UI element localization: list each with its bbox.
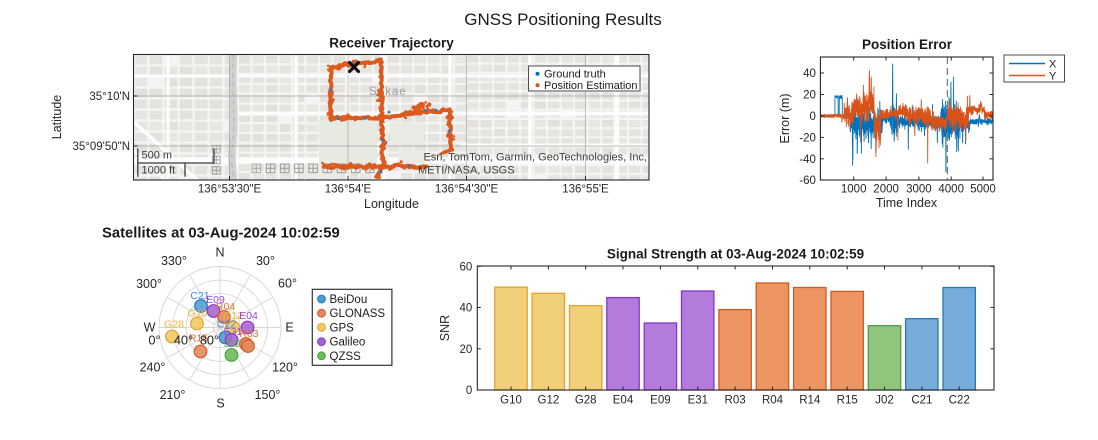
- svg-text:C22: C22: [217, 319, 236, 331]
- svg-text:R14: R14: [799, 395, 821, 407]
- svg-text:G12: G12: [223, 310, 243, 322]
- svg-text:500 m: 500 m: [142, 150, 173, 162]
- svg-text:Latitude: Latitude: [50, 95, 64, 140]
- svg-text:136°54'30"E: 136°54'30"E: [435, 184, 499, 196]
- svg-text:1000: 1000: [841, 184, 867, 196]
- svg-text:300°: 300°: [136, 277, 162, 291]
- svg-text:C21: C21: [190, 290, 209, 302]
- svg-text:C21: C21: [911, 395, 932, 407]
- svg-text:40: 40: [460, 303, 473, 315]
- svg-text:Receiver Trajectory: Receiver Trajectory: [329, 36, 454, 51]
- svg-text:E04: E04: [613, 395, 634, 407]
- svg-text:1000 ft: 1000 ft: [142, 165, 176, 177]
- svg-text:E09: E09: [206, 294, 225, 306]
- svg-text:G10: G10: [500, 395, 522, 407]
- svg-text:5000: 5000: [970, 184, 996, 196]
- svg-text:E31: E31: [688, 395, 708, 407]
- svg-text:G28: G28: [164, 319, 184, 331]
- svg-text:R04: R04: [216, 301, 235, 313]
- svg-text:Galileo: Galileo: [330, 337, 366, 349]
- svg-text:20: 20: [460, 344, 473, 356]
- svg-text:J02: J02: [875, 395, 894, 407]
- svg-text:Signal Strength at 03-Aug-2024: Signal Strength at 03-Aug-2024 10:02:59: [607, 247, 864, 262]
- svg-text:BeiDou: BeiDou: [330, 294, 368, 306]
- svg-text:-40: -40: [799, 154, 816, 166]
- svg-text:S: S: [216, 397, 224, 411]
- svg-text:Ground truth: Ground truth: [544, 69, 606, 81]
- svg-text:Y: Y: [1049, 71, 1057, 83]
- svg-text:0°: 0°: [148, 333, 160, 348]
- svg-text:X: X: [1049, 59, 1057, 71]
- svg-text:C22: C22: [949, 395, 970, 407]
- svg-text:Position Error: Position Error: [862, 37, 953, 52]
- svg-text:R03: R03: [239, 328, 258, 340]
- svg-text:0: 0: [809, 111, 815, 123]
- svg-text:Satellites at 03-Aug-2024 10:0: Satellites at 03-Aug-2024 10:02:59: [102, 226, 340, 242]
- svg-text:Time Index: Time Index: [876, 196, 938, 210]
- svg-text:60°: 60°: [278, 277, 297, 291]
- svg-text:E04: E04: [239, 310, 258, 322]
- svg-text:R15: R15: [189, 333, 208, 345]
- svg-text:3000: 3000: [906, 184, 932, 196]
- svg-text:40°: 40°: [174, 333, 193, 348]
- svg-text:G10: G10: [188, 308, 208, 320]
- svg-text:35°10'N: 35°10'N: [89, 91, 130, 103]
- svg-text:20: 20: [803, 90, 816, 102]
- svg-text:GLONASS: GLONASS: [330, 308, 386, 320]
- svg-text:N: N: [215, 246, 224, 260]
- svg-text:150°: 150°: [255, 388, 281, 402]
- svg-text:210°: 210°: [160, 388, 186, 402]
- svg-text:E31: E31: [224, 326, 243, 338]
- svg-text:GPS: GPS: [330, 322, 355, 334]
- svg-text:Error (m): Error (m): [778, 94, 792, 144]
- svg-text:4000: 4000: [938, 184, 964, 196]
- svg-text:G28: G28: [575, 395, 597, 407]
- svg-text:-20: -20: [799, 132, 816, 144]
- svg-text:SNR: SNR: [438, 315, 452, 341]
- svg-text:60: 60: [460, 261, 473, 273]
- svg-text:30°: 30°: [256, 254, 275, 268]
- svg-text:J02: J02: [224, 338, 241, 350]
- svg-text:Longitude: Longitude: [364, 197, 419, 211]
- svg-text:-60: -60: [799, 175, 816, 187]
- svg-text:METI/NASA, USGS: METI/NASA, USGS: [418, 165, 515, 177]
- svg-text:W: W: [144, 321, 156, 335]
- svg-text:R03: R03: [725, 395, 746, 407]
- svg-text:R15: R15: [837, 395, 858, 407]
- svg-text:240°: 240°: [140, 361, 166, 375]
- svg-text:E09: E09: [650, 395, 670, 407]
- svg-text:GNSS Positioning Results: GNSS Positioning Results: [464, 10, 661, 29]
- svg-text:0: 0: [466, 385, 472, 397]
- svg-text:80°: 80°: [200, 333, 219, 348]
- svg-text:Position Estimation: Position Estimation: [544, 80, 638, 92]
- svg-text:136°54'E: 136°54'E: [325, 184, 372, 196]
- svg-text:330°: 330°: [161, 254, 187, 268]
- svg-text:G12: G12: [538, 395, 560, 407]
- svg-text:R04: R04: [762, 395, 784, 407]
- svg-text:120°: 120°: [272, 361, 298, 375]
- svg-text:Esri, TomTom, Garmin, GeoTechn: Esri, TomTom, Garmin, GeoTechnologies, I…: [423, 152, 647, 164]
- svg-text:E: E: [285, 321, 293, 335]
- svg-text:2000: 2000: [873, 184, 899, 196]
- svg-text:QZSS: QZSS: [330, 351, 362, 363]
- svg-text:136°55'E: 136°55'E: [562, 184, 609, 196]
- svg-text:40: 40: [803, 68, 816, 80]
- svg-text:136°53'30"E: 136°53'30"E: [198, 184, 262, 196]
- svg-text:35°09'50"N: 35°09'50"N: [72, 141, 130, 153]
